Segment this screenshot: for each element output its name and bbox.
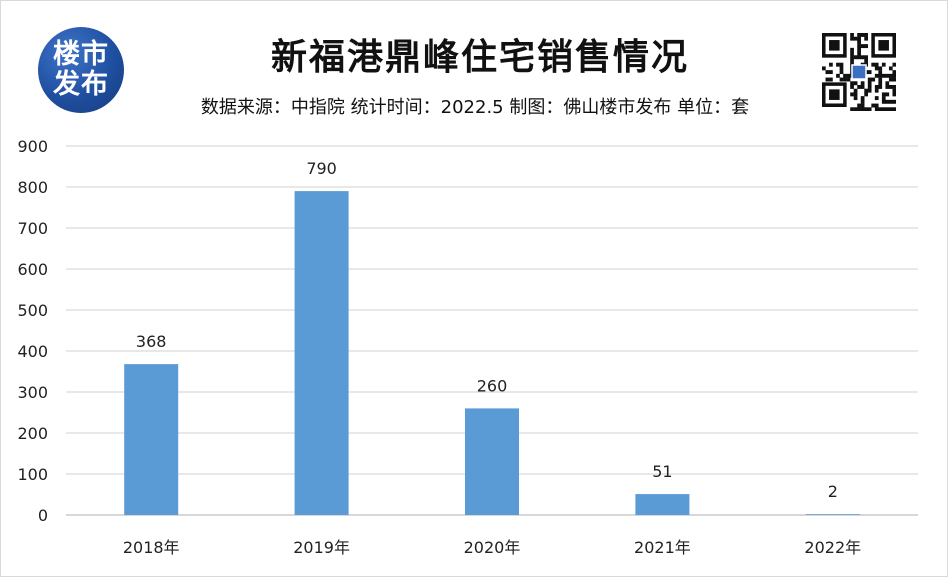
x-tick-label: 2022年: [804, 538, 861, 557]
y-tick-label: 400: [17, 342, 48, 361]
logo-text-line1: 楼市: [53, 39, 109, 70]
x-tick-label: 2019年: [293, 538, 350, 557]
data-label: 368: [136, 332, 167, 351]
y-tick-label: 900: [17, 137, 48, 156]
y-tick-label: 800: [17, 178, 48, 197]
y-tick-label: 600: [17, 260, 48, 279]
brand-logo: 楼市 发布: [38, 27, 124, 113]
data-label: 260: [477, 376, 508, 395]
x-tick-label: 2020年: [464, 538, 521, 557]
x-tick-label: 2018年: [123, 538, 180, 557]
y-tick-label: 0: [38, 506, 48, 525]
data-label: 790: [306, 159, 337, 178]
bar: [294, 191, 349, 515]
qr-code-icon: [822, 33, 896, 111]
y-tick-label: 300: [17, 383, 48, 402]
y-tick-label: 200: [17, 424, 48, 443]
y-tick-label: 100: [17, 465, 48, 484]
chart-title: 新福港鼎峰住宅销售情况: [270, 37, 689, 78]
bar: [465, 408, 519, 515]
y-tick-label: 500: [17, 301, 48, 320]
logo-text-line2: 发布: [53, 69, 109, 100]
bar: [635, 494, 690, 515]
chart-subtitle: 数据来源：中指院 统计时间：2022.5 制图：佛山楼市发布 单位：套: [200, 97, 750, 118]
data-label: 51: [652, 462, 672, 481]
data-label: 2: [828, 482, 838, 501]
y-tick-label: 700: [17, 219, 48, 238]
bar: [124, 364, 179, 515]
bar: [805, 514, 860, 515]
x-tick-label: 2021年: [634, 538, 691, 557]
